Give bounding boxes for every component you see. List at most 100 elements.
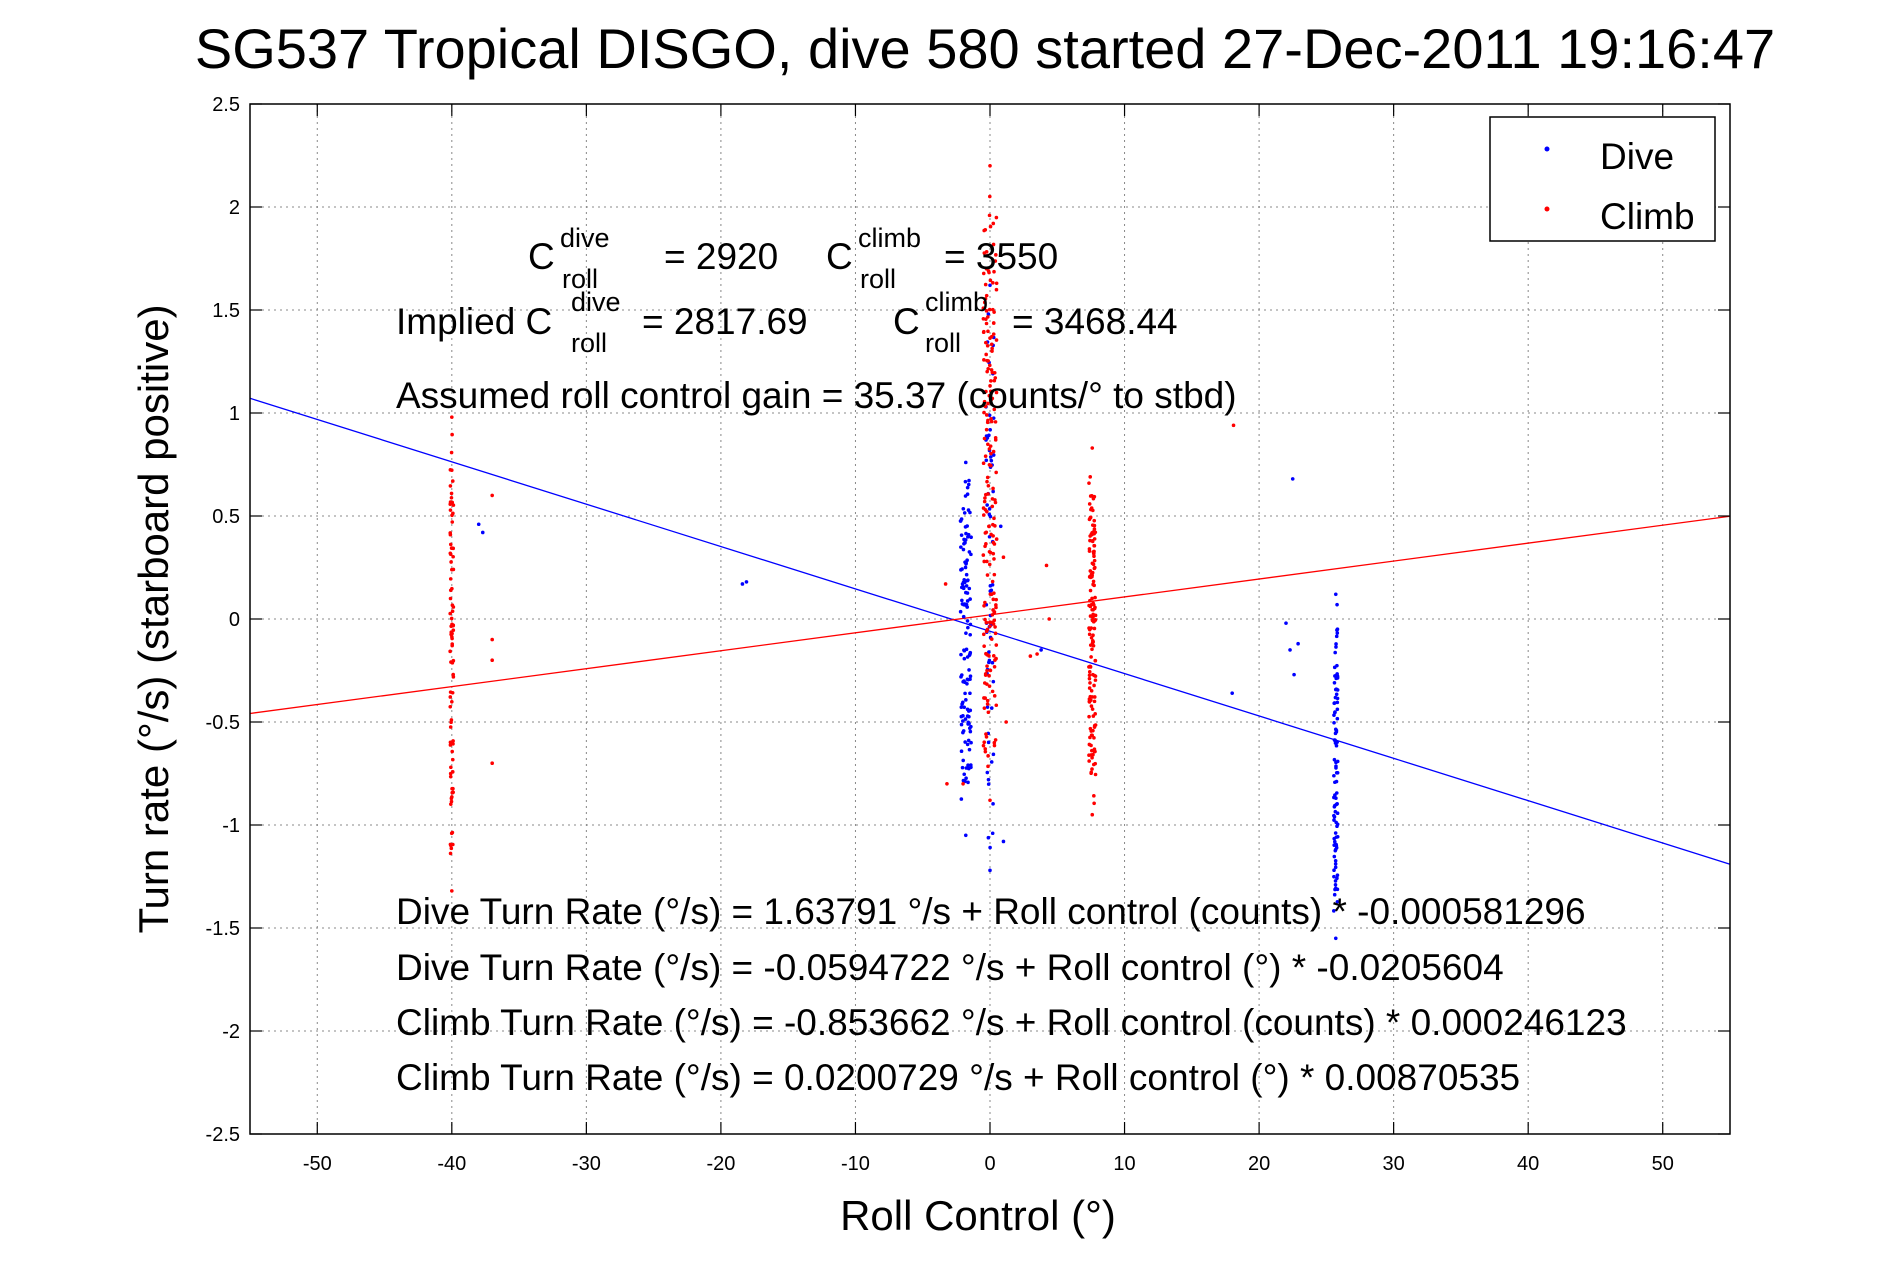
climb-point <box>1093 595 1097 600</box>
climb-point <box>994 603 998 607</box>
climb-point <box>1092 527 1097 531</box>
climb-point <box>490 761 494 765</box>
dive-point <box>959 797 964 801</box>
climb-point <box>1093 565 1097 570</box>
dive-point <box>1333 710 1337 714</box>
climb-point <box>1090 707 1095 711</box>
dive-point <box>991 802 995 806</box>
climb-point <box>989 368 994 372</box>
climb-point <box>451 739 455 743</box>
climb-point <box>1088 614 1093 618</box>
climb-point <box>984 732 988 736</box>
climb-point <box>994 287 999 292</box>
dive-point <box>961 585 966 589</box>
dive-point <box>1333 695 1338 700</box>
equation-climb-counts: Climb Turn Rate (°/s) = -0.853662 °/s + … <box>396 1002 1627 1043</box>
dive-point <box>989 588 994 593</box>
climb-point <box>992 310 996 314</box>
dive-point <box>990 831 995 836</box>
climb-point <box>982 740 987 745</box>
climb-point <box>986 329 990 334</box>
climb-point <box>989 397 994 402</box>
climb-point <box>1088 475 1093 479</box>
climb-point <box>983 492 988 497</box>
climb-point <box>983 544 987 549</box>
climb-point <box>982 399 987 404</box>
dive-point <box>1335 631 1340 635</box>
climb-point <box>993 625 997 629</box>
dive-point <box>961 758 966 763</box>
climb-point <box>490 658 494 662</box>
dive-point <box>964 602 969 607</box>
climb-point <box>994 215 999 220</box>
dive-point <box>963 460 968 465</box>
climb-point <box>1093 618 1098 622</box>
climb-point <box>989 532 993 537</box>
climb-point <box>989 419 994 424</box>
climb-point <box>992 743 997 748</box>
climb-point <box>988 164 992 168</box>
climb-point <box>1092 531 1096 536</box>
climb-point <box>991 281 995 285</box>
dive-point <box>476 522 481 527</box>
y-tick-label: -1.5 <box>206 918 240 940</box>
dive-point <box>1335 700 1340 705</box>
croll-dive-sup: dive <box>560 223 610 253</box>
climb-point <box>1093 658 1098 663</box>
legend-dive-label: Dive <box>1600 136 1674 177</box>
climb-point <box>985 652 989 657</box>
dive-point <box>1332 680 1337 685</box>
climb-point <box>987 213 992 218</box>
climb-point <box>1035 652 1039 656</box>
implied-climb-annotation: C climb roll = 3468.44 <box>893 287 1178 358</box>
climb-point <box>991 449 996 454</box>
dive-fit-line <box>249 397 1731 865</box>
climb-point <box>990 689 995 694</box>
implied-dive-value: = 2817.69 <box>642 301 808 342</box>
climb-point <box>1089 506 1094 510</box>
climb-point <box>1088 588 1093 593</box>
climb-point <box>451 623 456 628</box>
climb-point <box>1088 569 1093 573</box>
dive-point <box>962 772 967 777</box>
y-tick-label: 1 <box>229 403 240 425</box>
climb-point <box>1088 643 1093 647</box>
dive-point <box>965 655 970 659</box>
dive-point <box>963 580 967 585</box>
climb-point <box>990 346 994 351</box>
dive-point <box>966 625 970 630</box>
climb-point <box>448 542 453 547</box>
climb-point <box>448 842 453 847</box>
dive-point <box>962 656 967 661</box>
climb-point <box>1091 752 1095 757</box>
climb-point <box>983 454 988 459</box>
dive-point <box>1334 791 1339 795</box>
dive-point <box>1334 760 1338 765</box>
dive-point <box>963 779 967 784</box>
climb-point <box>981 513 986 517</box>
climb-point <box>1093 605 1097 610</box>
climb-point <box>450 603 455 608</box>
dive-point <box>963 717 968 721</box>
climb-point <box>994 703 999 708</box>
climb-point <box>993 500 998 505</box>
climb-point <box>450 889 454 893</box>
climb-point <box>448 690 453 694</box>
dive-point <box>968 597 972 601</box>
climb-point <box>448 771 453 776</box>
dive-point <box>986 835 991 840</box>
climb-point <box>984 309 989 313</box>
dive-point <box>1335 873 1340 877</box>
dive-point <box>988 868 992 873</box>
dive-point <box>1335 899 1340 904</box>
climb-point <box>450 757 455 762</box>
dive-point <box>1335 834 1340 839</box>
legend-climb-label: Climb <box>1600 196 1695 237</box>
climb-point <box>994 597 999 602</box>
dive-point <box>1332 854 1337 859</box>
climb-point <box>985 668 989 673</box>
y-tick-label: -0.5 <box>206 712 240 734</box>
dive-point <box>965 677 970 682</box>
climb-point <box>490 493 494 498</box>
dive-point <box>964 776 968 780</box>
